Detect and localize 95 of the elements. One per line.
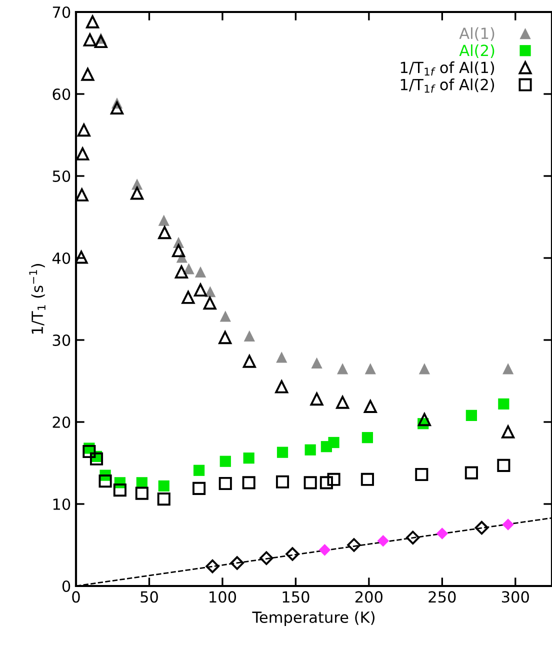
point: [182, 290, 195, 304]
x-tick-label: 250: [428, 591, 456, 603]
point: [110, 101, 124, 114]
point: [158, 480, 170, 492]
point: [81, 68, 94, 81]
point: [174, 265, 188, 278]
point: [242, 354, 256, 368]
point: [474, 520, 489, 535]
point: [76, 147, 90, 160]
point: [83, 33, 96, 46]
x-axis-title: Temperature (K): [252, 611, 374, 626]
point: [360, 472, 374, 486]
point: [157, 492, 170, 506]
point: [203, 296, 216, 310]
point: [466, 410, 477, 421]
point: [415, 468, 428, 482]
point: [502, 518, 514, 530]
point: [194, 266, 206, 278]
point: [498, 398, 510, 410]
point: [377, 535, 390, 547]
x-tick-label: 300: [502, 591, 529, 603]
y-tick-label: 0: [62, 580, 70, 592]
point: [206, 559, 220, 574]
point: [130, 186, 144, 200]
point: [276, 446, 288, 458]
point: [230, 556, 244, 570]
point: [286, 547, 300, 561]
point: [464, 466, 478, 480]
point: [436, 528, 448, 540]
point: [218, 331, 232, 344]
point: [497, 458, 510, 472]
point: [276, 352, 288, 363]
point: [82, 444, 96, 458]
point: [242, 476, 256, 490]
y-tick-label: 60: [52, 88, 70, 100]
point: [220, 310, 231, 322]
legend-label: 1/T$_{1f}$ of Al(2): [400, 78, 494, 93]
legend-label: Al(2): [459, 44, 494, 58]
point: [158, 214, 170, 226]
point: [158, 226, 172, 240]
point: [76, 250, 88, 264]
x-tick-label: 0: [72, 591, 80, 603]
point: [192, 482, 206, 495]
point: [220, 456, 231, 467]
point: [276, 475, 290, 488]
point: [194, 283, 208, 297]
point: [311, 357, 322, 369]
point: [310, 392, 324, 406]
point: [318, 544, 331, 556]
x-tick-label: 200: [355, 591, 382, 603]
point: [362, 432, 374, 444]
legend-label: 1/T$_{1f}$ of Al(1): [400, 61, 494, 76]
point: [502, 363, 514, 374]
legend-label: Al(1): [459, 27, 494, 41]
y-tick-label: 40: [52, 252, 70, 264]
point: [328, 436, 340, 448]
point: [364, 363, 376, 374]
point: [193, 464, 205, 476]
point: [418, 413, 431, 426]
point: [90, 452, 104, 466]
point: [98, 474, 112, 488]
point: [135, 486, 148, 500]
point: [113, 484, 126, 497]
point: [347, 538, 361, 552]
y-tick-label: 50: [52, 170, 70, 182]
point: [337, 363, 348, 374]
point: [304, 444, 316, 456]
point: [76, 188, 88, 202]
point: [94, 34, 108, 48]
y-tick-label: 30: [52, 334, 70, 346]
x-tick-label: 150: [282, 591, 310, 603]
x-tick-label: 50: [140, 591, 158, 603]
point: [183, 263, 194, 274]
point: [204, 286, 216, 298]
x-tick-label: 100: [210, 591, 236, 603]
y-tick-label: 70: [52, 6, 70, 18]
y-tick-label: 20: [52, 416, 70, 428]
point: [304, 476, 317, 490]
point: [218, 476, 232, 490]
y-axis-title: 1/T$_{1}$ (s$^{−1}$): [29, 264, 46, 334]
point: [418, 363, 430, 374]
point: [320, 476, 333, 490]
point: [336, 396, 350, 409]
point: [275, 380, 288, 394]
point: [86, 15, 100, 28]
y-tick-label: 10: [53, 498, 70, 510]
point: [502, 425, 515, 438]
point: [327, 472, 340, 486]
point: [243, 452, 254, 464]
point: [172, 244, 186, 258]
point: [244, 330, 255, 342]
point: [77, 124, 90, 137]
point: [406, 530, 420, 544]
point: [260, 551, 274, 565]
point: [364, 400, 377, 413]
